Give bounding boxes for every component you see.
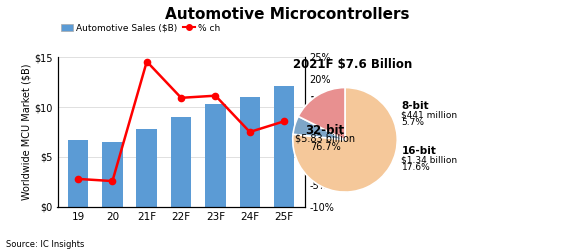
Bar bbox=[102, 142, 122, 207]
Text: 2021F $7.6 Billion: 2021F $7.6 Billion bbox=[293, 58, 412, 70]
Text: 16-bit: 16-bit bbox=[401, 146, 436, 156]
Text: $5.83 billion: $5.83 billion bbox=[295, 134, 355, 144]
Text: 5.7%: 5.7% bbox=[401, 118, 424, 127]
Bar bbox=[274, 86, 294, 207]
Bar bbox=[136, 129, 157, 207]
Text: Automotive Microcontrollers: Automotive Microcontrollers bbox=[165, 7, 410, 22]
Y-axis label: % ch: % ch bbox=[338, 120, 347, 144]
Bar bbox=[171, 117, 191, 207]
Wedge shape bbox=[298, 88, 345, 140]
Text: 76.7%: 76.7% bbox=[310, 142, 340, 152]
Text: 32-bit: 32-bit bbox=[305, 124, 344, 137]
Text: 8-bit: 8-bit bbox=[401, 101, 429, 111]
Y-axis label: Worldwide MCU Market ($B): Worldwide MCU Market ($B) bbox=[21, 64, 32, 200]
Wedge shape bbox=[293, 116, 345, 140]
Text: Source: IC Insights: Source: IC Insights bbox=[6, 240, 84, 249]
Text: $1.34 billion: $1.34 billion bbox=[401, 155, 458, 164]
Bar bbox=[68, 140, 89, 207]
Bar bbox=[205, 104, 226, 207]
Text: $441 million: $441 million bbox=[401, 110, 458, 119]
Wedge shape bbox=[293, 88, 397, 192]
Text: 17.6%: 17.6% bbox=[401, 163, 430, 172]
Bar bbox=[240, 97, 260, 207]
Legend: Automotive Sales ($B), % ch: Automotive Sales ($B), % ch bbox=[57, 20, 224, 36]
